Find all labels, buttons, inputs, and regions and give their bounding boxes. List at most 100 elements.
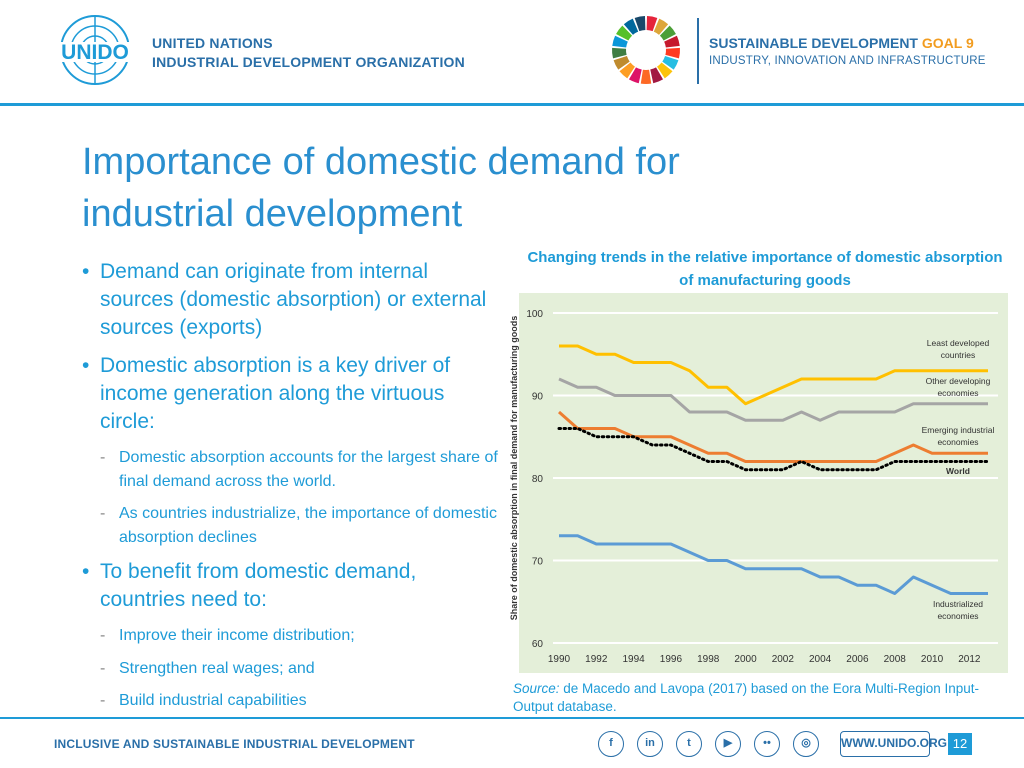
series-label: economies: [937, 388, 978, 398]
dash-marker: -: [100, 692, 106, 709]
sdg-wheel-segment: [659, 25, 676, 41]
y-tick-label: 90: [532, 392, 544, 403]
series-line: [557, 427, 990, 472]
sdg-wheel-segment: [657, 62, 673, 79]
y-tick-label: 70: [532, 557, 544, 568]
bullet-marker: •: [82, 260, 90, 283]
sub-bullet-item: - As countries industrialize, the importa…: [82, 502, 502, 549]
plot-background: [519, 293, 1008, 673]
footer-tagline: INCLUSIVE AND SUSTAINABLE INDUSTRIAL DEV…: [54, 737, 415, 751]
y-axis-label: Share of domestic absorption in final de…: [509, 316, 519, 621]
series-label: Other developing: [926, 376, 991, 386]
series-line: [558, 377, 988, 422]
organization-name: UNITED NATIONS INDUSTRIAL DEVELOPMENT OR…: [152, 34, 465, 72]
page-title-line2: industrial development: [82, 193, 463, 235]
x-tick-label: 1998: [697, 654, 720, 665]
bullet-text: Demand can originate from internal sourc…: [100, 260, 487, 339]
x-tick-label: 2008: [884, 654, 907, 665]
series-line: [558, 410, 988, 463]
series-label: economies: [937, 611, 978, 621]
page-title-line1: Importance of domestic demand for: [82, 141, 680, 183]
facebook-icon[interactable]: f: [598, 731, 624, 757]
source-text: de Macedo and Lavopa (2017) based on the…: [513, 681, 980, 714]
x-tick-label: 2002: [772, 654, 795, 665]
header-divider: [697, 18, 699, 84]
sdg-wheel-segment: [646, 16, 658, 32]
x-tick-label: 1990: [548, 654, 571, 665]
sdg-wheel-segment: [623, 18, 639, 35]
page-title: Importance of domestic demand for indust…: [82, 136, 842, 240]
series-line: [559, 534, 988, 595]
sub-bullet-item: - Improve their income distribution;: [82, 624, 502, 648]
source-label: Source:: [513, 681, 560, 696]
series-label: countries: [941, 350, 976, 360]
x-tick-label: 2012: [958, 654, 981, 665]
sdg-wheel-segment: [665, 47, 680, 59]
org-name-line1: UNITED NATIONS: [152, 35, 273, 51]
instagram-icon[interactable]: ◎: [793, 731, 819, 757]
bullet-text: Domestic absorption accounts for the lar…: [119, 449, 498, 490]
dash-marker: -: [100, 627, 106, 644]
x-tick-label: 1994: [622, 654, 645, 665]
sdg-wheel-icon: [612, 16, 680, 84]
series-label: World: [946, 466, 970, 476]
chart-title: Changing trends in the relative importan…: [527, 249, 1003, 289]
footer-divider-line: [0, 717, 1024, 719]
sdg-title-main: SUSTAINABLE DEVELOPMENT: [709, 35, 918, 51]
youtube-icon[interactable]: ▶: [715, 731, 741, 757]
sdg-subtitle: INDUSTRY, INNOVATION AND INFRASTRUCTURE: [709, 55, 986, 67]
sdg-wheel-segment: [634, 16, 646, 32]
series-label: Industrialized: [933, 599, 983, 609]
bullet-marker: •: [82, 560, 90, 583]
svg-text:UNIDO: UNIDO: [61, 41, 129, 64]
twitter-icon[interactable]: t: [676, 731, 702, 757]
bullet-text: Build industrial capabilities: [119, 692, 307, 709]
series-label: Least developed: [927, 338, 990, 348]
sdg-goal-label: SUSTAINABLE DEVELOPMENT GOAL 9 INDUSTRY,…: [709, 35, 986, 67]
sdg-wheel-segment: [664, 35, 680, 48]
x-tick-label: 2010: [921, 654, 944, 665]
x-tick-label: 1992: [585, 654, 608, 665]
line-chart: 60 70 80 90 100 1990 1992 1994 1996 1998 2000 2002 2…: [509, 293, 1008, 673]
y-tick-label: 60: [532, 639, 544, 650]
bullet-item: • Domestic absorption is a key driver of …: [82, 352, 502, 436]
bullet-marker: •: [82, 354, 90, 377]
x-tick-label: 1996: [660, 654, 683, 665]
dash-marker: -: [100, 449, 106, 466]
linkedin-icon[interactable]: in: [637, 731, 663, 757]
sub-bullet-item: - Build industrial capabilities: [82, 689, 502, 713]
sdg-wheel-segment: [653, 18, 669, 35]
series-label: economies: [937, 437, 978, 447]
slide-header: UNIDO UNITED NATIONS INDUSTRIAL DEVELOPM…: [0, 0, 1024, 103]
series-label: Emerging industrial: [922, 425, 995, 435]
bullet-text: Domestic absorption is a key driver of i…: [100, 354, 451, 433]
sdg-wheel-segment: [612, 47, 627, 59]
page-number: 12: [948, 733, 972, 755]
sdg-wheel-segment: [613, 56, 630, 70]
bullet-text: As countries industrialize, the importan…: [119, 505, 497, 546]
flickr-icon[interactable]: ••: [754, 731, 780, 757]
bullet-item: • Demand can originate from internal sour…: [82, 258, 502, 342]
y-tick-label: 80: [532, 474, 544, 485]
bullet-text: To benefit from domestic demand, countri…: [100, 560, 417, 611]
unido-logo-icon: UNIDO: [54, 15, 136, 85]
header-divider-line: [0, 103, 1024, 106]
bullet-text: Strengthen real wages; and: [119, 659, 315, 677]
series-line: [559, 344, 988, 406]
sdg-wheel-segment: [640, 69, 652, 84]
bullet-text: Improve their income distribution;: [119, 627, 355, 644]
y-tick-label: 100: [526, 309, 543, 320]
sdg-wheel-segment: [628, 67, 642, 84]
source-note: Source: de Macedo and Lavopa (2017) base…: [513, 680, 1013, 716]
sub-bullet-item: - Domestic absorption accounts for the la…: [82, 446, 502, 493]
bullet-list: • Demand can originate from internal sour…: [82, 258, 502, 722]
sdg-goal-number: GOAL 9: [921, 35, 974, 51]
bullet-item: • To benefit from domestic demand, countr…: [82, 558, 502, 614]
dash-marker: -: [100, 505, 106, 522]
dash-marker: -: [100, 659, 106, 677]
org-name-line2: INDUSTRIAL DEVELOPMENT ORGANIZATION: [152, 54, 465, 70]
sdg-wheel-segment: [650, 67, 664, 84]
sdg-wheel-segment: [616, 25, 633, 41]
website-link[interactable]: WWW.UNIDO.ORG: [840, 731, 947, 757]
sdg-wheel-segment: [619, 62, 635, 79]
